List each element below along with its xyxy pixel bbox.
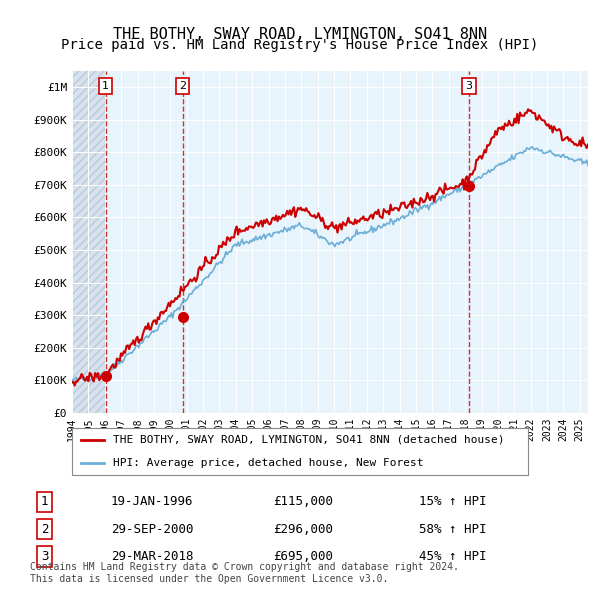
- Text: £695,000: £695,000: [273, 550, 333, 563]
- Text: £296,000: £296,000: [273, 523, 333, 536]
- Text: 45% ↑ HPI: 45% ↑ HPI: [419, 550, 487, 563]
- Text: THE BOTHY, SWAY ROAD, LYMINGTON, SO41 8NN: THE BOTHY, SWAY ROAD, LYMINGTON, SO41 8N…: [113, 27, 487, 41]
- Text: 3: 3: [41, 550, 48, 563]
- Bar: [72, 71, 106, 413]
- FancyBboxPatch shape: [72, 428, 528, 475]
- Text: 1: 1: [102, 81, 109, 91]
- Text: 58% ↑ HPI: 58% ↑ HPI: [419, 523, 487, 536]
- Text: Price paid vs. HM Land Registry's House Price Index (HPI): Price paid vs. HM Land Registry's House …: [61, 38, 539, 53]
- Text: 29-SEP-2000: 29-SEP-2000: [111, 523, 193, 536]
- Text: 1: 1: [41, 496, 48, 509]
- Text: THE BOTHY, SWAY ROAD, LYMINGTON, SO41 8NN (detached house): THE BOTHY, SWAY ROAD, LYMINGTON, SO41 8N…: [113, 435, 505, 444]
- Text: 19-JAN-1996: 19-JAN-1996: [111, 496, 193, 509]
- Text: £115,000: £115,000: [273, 496, 333, 509]
- Bar: [72, 71, 106, 413]
- Text: 29-MAR-2018: 29-MAR-2018: [111, 550, 193, 563]
- Text: 2: 2: [41, 523, 48, 536]
- Text: 2: 2: [179, 81, 186, 91]
- Text: HPI: Average price, detached house, New Forest: HPI: Average price, detached house, New …: [113, 458, 424, 468]
- Text: 3: 3: [466, 81, 473, 91]
- Text: Contains HM Land Registry data © Crown copyright and database right 2024.
This d: Contains HM Land Registry data © Crown c…: [30, 562, 459, 584]
- Text: 15% ↑ HPI: 15% ↑ HPI: [419, 496, 487, 509]
